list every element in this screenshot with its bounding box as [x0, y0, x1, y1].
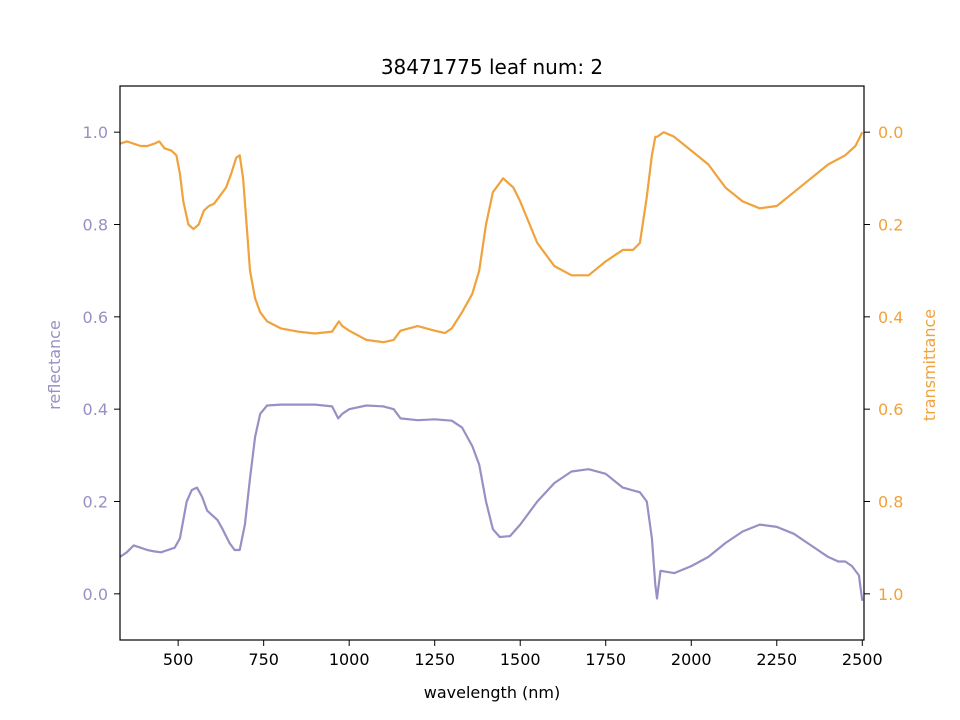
x-tick-label: 500: [163, 650, 194, 669]
x-tick-label: 2000: [671, 650, 712, 669]
right-axis-label: transmittance: [920, 309, 939, 421]
x-tick-label: 1750: [585, 650, 626, 669]
x-axis-ticks: 500 750 1000 1250 1500 1750 2000 2250 2500: [163, 640, 883, 669]
x-tick-label: 1500: [500, 650, 541, 669]
x-tick-label: 2250: [756, 650, 797, 669]
right-tick-label: 0.6: [878, 400, 903, 419]
x-tick-label: 1000: [329, 650, 370, 669]
left-tick-label: 0.8: [83, 216, 108, 235]
x-tick-label: 1250: [414, 650, 455, 669]
chart-title: 38471775 leaf num: 2: [381, 55, 603, 79]
x-axis-label: wavelength (nm): [424, 683, 561, 702]
left-tick-label: 1.0: [83, 123, 108, 142]
series-layer: [119, 131, 864, 601]
x-tick-label: 2500: [842, 650, 883, 669]
left-tick-label: 0.2: [83, 493, 108, 512]
left-axis-label: reflectance: [45, 320, 64, 410]
plot-frame: [119, 85, 865, 641]
right-tick-label: 0.4: [878, 308, 903, 327]
left-axis-ticks: 0.0 0.2 0.4 0.6 0.8 1.0: [83, 123, 120, 604]
right-tick-label: 1.0: [878, 585, 903, 604]
reflectance-series-line: [119, 403, 864, 601]
right-tick-label: 0.8: [878, 493, 903, 512]
transmittance-series-line: [119, 131, 864, 344]
right-tick-label: 0.2: [878, 216, 903, 235]
left-tick-label: 0.0: [83, 585, 108, 604]
right-tick-label: 0.0: [878, 123, 903, 142]
left-tick-label: 0.4: [83, 400, 108, 419]
x-tick-label: 750: [248, 650, 279, 669]
right-axis-ticks: 0.0 0.2 0.4 0.6 0.8 1.0: [864, 123, 903, 604]
left-tick-label: 0.6: [83, 308, 108, 327]
